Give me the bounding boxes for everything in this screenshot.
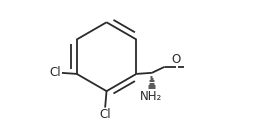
- Text: Cl: Cl: [49, 66, 61, 79]
- Text: NH₂: NH₂: [140, 90, 162, 103]
- Text: Cl: Cl: [99, 108, 111, 121]
- Text: O: O: [171, 53, 181, 66]
